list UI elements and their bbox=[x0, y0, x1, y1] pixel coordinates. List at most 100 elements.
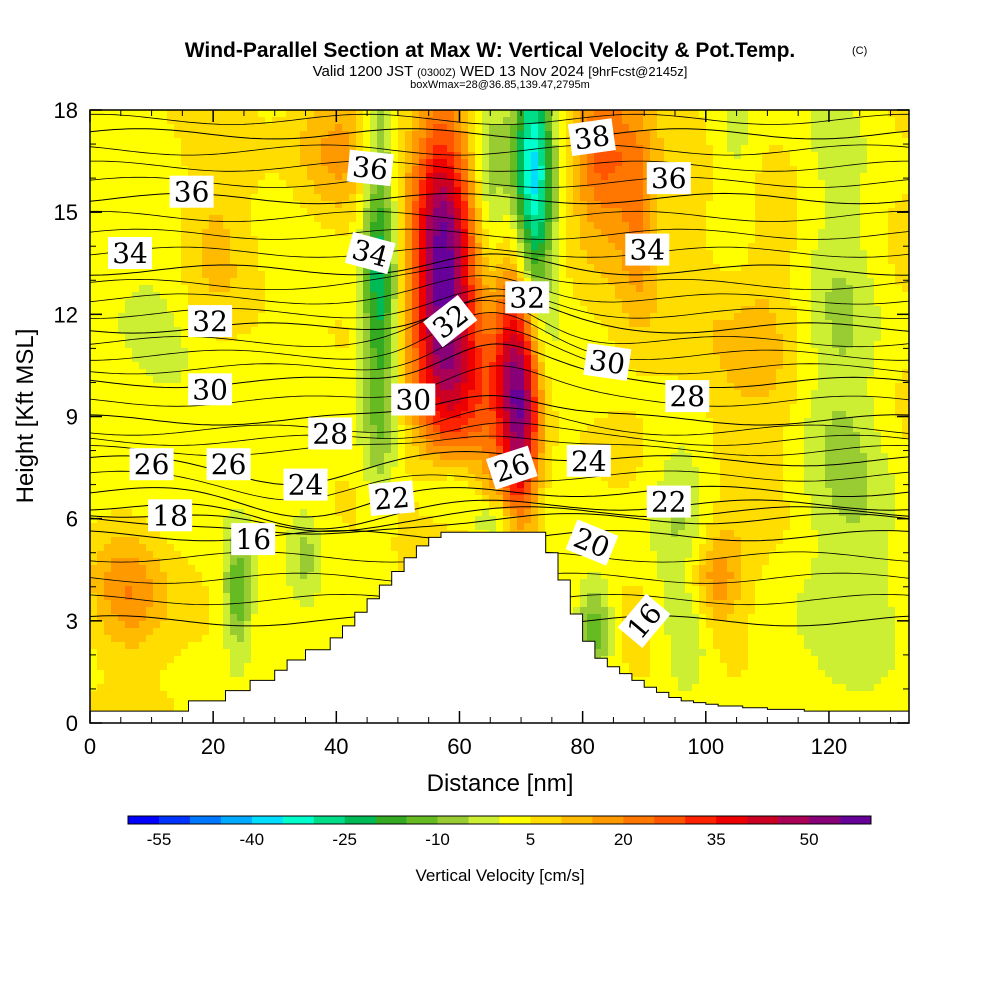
velocity-cell bbox=[601, 180, 609, 188]
velocity-cell bbox=[832, 397, 840, 405]
velocity-cell bbox=[790, 355, 798, 363]
velocity-cell bbox=[342, 292, 350, 300]
velocity-cell bbox=[860, 250, 868, 258]
velocity-cell bbox=[398, 292, 406, 300]
velocity-cell bbox=[139, 187, 147, 195]
velocity-cell bbox=[769, 369, 777, 377]
velocity-cell bbox=[209, 271, 217, 279]
velocity-cell bbox=[552, 348, 560, 356]
velocity-cell bbox=[839, 376, 847, 384]
velocity-cell bbox=[524, 159, 532, 167]
velocity-cell bbox=[825, 215, 833, 223]
velocity-cell bbox=[160, 208, 168, 216]
velocity-cell bbox=[139, 334, 147, 342]
velocity-cell bbox=[517, 334, 525, 342]
velocity-cell bbox=[216, 250, 224, 258]
velocity-cell bbox=[601, 292, 609, 300]
velocity-cell bbox=[720, 348, 728, 356]
velocity-cell bbox=[377, 271, 385, 279]
velocity-cell bbox=[384, 320, 392, 328]
velocity-cell bbox=[356, 397, 364, 405]
velocity-cell bbox=[643, 124, 651, 132]
velocity-cell bbox=[426, 208, 434, 216]
velocity-cell bbox=[146, 278, 154, 286]
velocity-cell bbox=[552, 159, 560, 167]
velocity-cell bbox=[762, 201, 770, 209]
velocity-cell bbox=[209, 341, 217, 349]
velocity-cell bbox=[419, 117, 427, 125]
velocity-cell bbox=[419, 313, 427, 321]
velocity-cell bbox=[615, 376, 623, 384]
velocity-cell bbox=[244, 236, 252, 244]
velocity-cell bbox=[692, 201, 700, 209]
velocity-cell bbox=[867, 152, 875, 160]
velocity-cell bbox=[538, 166, 546, 174]
velocity-cell bbox=[300, 327, 308, 335]
velocity-cell bbox=[153, 285, 161, 293]
velocity-cell bbox=[594, 264, 602, 272]
velocity-cell bbox=[118, 341, 126, 349]
velocity-cell bbox=[475, 166, 483, 174]
velocity-cell bbox=[538, 222, 546, 230]
velocity-cell bbox=[356, 376, 364, 384]
velocity-cell bbox=[237, 229, 245, 237]
velocity-cell bbox=[293, 355, 301, 363]
velocity-cell bbox=[482, 313, 490, 321]
velocity-cell bbox=[475, 152, 483, 160]
velocity-cell bbox=[678, 236, 686, 244]
velocity-cell bbox=[398, 369, 406, 377]
velocity-cell bbox=[517, 355, 525, 363]
velocity-cell bbox=[587, 313, 595, 321]
velocity-cell bbox=[482, 327, 490, 335]
velocity-cell bbox=[741, 320, 749, 328]
velocity-cell bbox=[188, 264, 196, 272]
velocity-cell bbox=[783, 243, 791, 251]
velocity-cell bbox=[244, 180, 252, 188]
velocity-cell bbox=[272, 313, 280, 321]
velocity-cell bbox=[125, 271, 133, 279]
velocity-cell bbox=[97, 201, 105, 209]
velocity-cell bbox=[734, 194, 742, 202]
velocity-cell bbox=[419, 222, 427, 230]
velocity-cell bbox=[706, 152, 714, 160]
velocity-cell bbox=[321, 404, 329, 412]
velocity-cell bbox=[524, 215, 532, 223]
velocity-cell bbox=[629, 117, 637, 125]
velocity-cell bbox=[251, 236, 259, 244]
velocity-cell bbox=[125, 390, 133, 398]
velocity-cell bbox=[468, 257, 476, 265]
velocity-cell bbox=[188, 341, 196, 349]
velocity-cell bbox=[853, 152, 861, 160]
velocity-cell bbox=[741, 159, 749, 167]
velocity-cell bbox=[384, 201, 392, 209]
velocity-cell bbox=[335, 110, 343, 118]
velocity-cell bbox=[258, 215, 266, 223]
velocity-cell bbox=[874, 180, 882, 188]
velocity-cell bbox=[552, 383, 560, 391]
velocity-cell bbox=[258, 355, 266, 363]
velocity-cell bbox=[517, 152, 525, 160]
velocity-cell bbox=[776, 376, 784, 384]
velocity-cell bbox=[776, 243, 784, 251]
velocity-cell bbox=[293, 369, 301, 377]
velocity-cell bbox=[370, 124, 378, 132]
velocity-cell bbox=[405, 159, 413, 167]
velocity-cell bbox=[720, 292, 728, 300]
velocity-cell bbox=[398, 145, 406, 153]
velocity-cell bbox=[552, 243, 560, 251]
velocity-cell bbox=[181, 362, 189, 370]
velocity-cell bbox=[363, 327, 371, 335]
velocity-cell bbox=[685, 124, 693, 132]
velocity-cell bbox=[734, 236, 742, 244]
velocity-cell bbox=[636, 208, 644, 216]
velocity-cell bbox=[356, 138, 364, 146]
velocity-cell bbox=[706, 376, 714, 384]
velocity-cell bbox=[482, 201, 490, 209]
velocity-cell bbox=[713, 313, 721, 321]
velocity-cell bbox=[643, 145, 651, 153]
velocity-cell bbox=[118, 320, 126, 328]
velocity-cell bbox=[860, 215, 868, 223]
velocity-cell bbox=[713, 124, 721, 132]
velocity-cell bbox=[251, 257, 259, 265]
velocity-cell bbox=[118, 292, 126, 300]
